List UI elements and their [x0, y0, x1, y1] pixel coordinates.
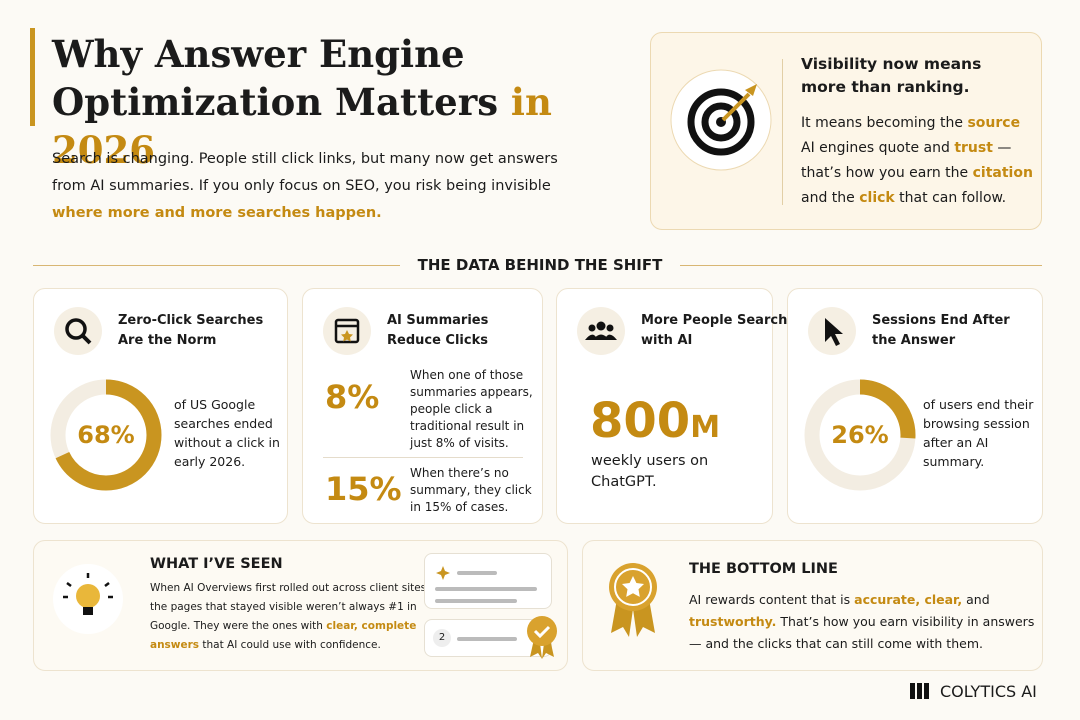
card-heading: AI Summaries Reduce Clicks	[387, 313, 489, 348]
accent-bar	[30, 28, 35, 126]
stat-card: Zero-Click Searches Are the Norm 68% of …	[33, 288, 288, 524]
result-line	[457, 637, 517, 641]
stat-value: 15%	[325, 470, 402, 508]
search-icon	[54, 307, 102, 355]
stat-value: 8%	[325, 378, 380, 416]
title: Why Answer Engine Optimization Matters i…	[52, 30, 632, 174]
card-heading: More People Search with AI	[641, 313, 788, 348]
seen-body: When AI Overviews first rolled out acros…	[150, 579, 430, 655]
stat-text: When there’s no summary, they click in 1…	[410, 466, 532, 514]
highlight: clear, complete answers	[150, 620, 417, 651]
text-run: and the	[801, 190, 860, 206]
donut: 68%	[50, 379, 162, 491]
brand: COLYTICS AI	[908, 680, 1037, 702]
stat-text: When one of those summaries appears, peo…	[410, 368, 533, 450]
donut-arc	[804, 379, 916, 491]
bottom-body: AI rewards content that is accurate, cle…	[689, 589, 1039, 655]
text-run: AI engines quote and	[801, 140, 955, 156]
bulb-icon	[53, 564, 123, 634]
text-run: that can follow.	[894, 190, 1007, 206]
text-run: When AI Overviews first rolled out acros…	[150, 582, 430, 632]
seen-card: WHAT I’VE SEEN When AI Overviews first r…	[33, 540, 568, 671]
donut-arc	[50, 379, 162, 491]
award-icon	[609, 563, 657, 637]
card-heading: Sessions End After the Answer	[872, 313, 1010, 348]
highlight: click	[859, 190, 895, 206]
highlight: trust	[954, 140, 993, 156]
divider	[323, 457, 523, 458]
highlight: citation	[972, 165, 1033, 181]
text-run: that AI could use with confidence.	[199, 639, 381, 651]
bottom-heading: THE BOTTOM LINE	[689, 561, 838, 577]
stat-card: Sessions End After the Answer 26% of use…	[787, 288, 1043, 524]
target-icon	[670, 69, 772, 171]
callout-heading: Visibility now means more than ranking.	[801, 55, 982, 96]
answer-lines	[435, 566, 537, 603]
callout-body: It means becoming the source AI engines …	[801, 111, 1036, 211]
highlight: accurate, clear,	[854, 592, 963, 607]
title-main: Why Answer Engine Optimization Matters	[52, 32, 499, 124]
intro: Search is changing. People still click l…	[52, 146, 582, 227]
cursor-icon	[808, 307, 856, 355]
text-run: That’s how you earn visibility in answer…	[689, 614, 1035, 651]
seal-icon	[527, 616, 557, 659]
summary-icon	[323, 307, 371, 355]
text-run: It means becoming the	[801, 115, 968, 131]
stat-card: AI Summaries Reduce Clicks 8% When one o…	[302, 288, 543, 524]
section-title: THE DATA BEHIND THE SHIFT	[400, 255, 680, 275]
card-text: of users end their browsing session afte…	[923, 397, 1034, 469]
card-text: weekly users on ChatGPT.	[591, 453, 709, 490]
big-number: 800M	[590, 393, 720, 456]
donut-label: 26%	[831, 421, 888, 449]
card-text: of US Google searches ended without a cl…	[174, 397, 280, 469]
divider	[782, 59, 783, 205]
number: 800	[590, 393, 691, 449]
donut: 26%	[804, 379, 916, 491]
highlight: where more and more searches happen.	[52, 205, 382, 221]
text-run: Search is changing. People still click l…	[52, 151, 558, 194]
highlight: trustworthy.	[689, 614, 777, 629]
stat-card: More People Search with AI 800M weekly u…	[556, 288, 787, 524]
title-accent: in 2026	[52, 80, 552, 172]
answer-mock	[424, 553, 552, 609]
text-run: — that’s how you earn the	[801, 140, 1012, 181]
card-heading: Zero-Click Searches Are the Norm	[118, 313, 264, 348]
text-run: AI rewards content that is	[689, 592, 855, 607]
text-run: and	[962, 592, 990, 607]
brand-name: COLYTICS AI	[940, 681, 1037, 701]
people-icon	[577, 307, 625, 355]
bottom-line-card: THE BOTTOM LINE AI rewards content that …	[582, 540, 1043, 671]
unit: M	[690, 410, 721, 445]
brand-logo	[910, 683, 929, 699]
callout: Visibility now means more than ranking. …	[650, 32, 1042, 230]
rank-badge: 2	[433, 629, 451, 647]
highlight: source	[967, 115, 1021, 131]
seen-heading: WHAT I’VE SEEN	[150, 556, 283, 572]
donut-label: 68%	[77, 421, 134, 449]
